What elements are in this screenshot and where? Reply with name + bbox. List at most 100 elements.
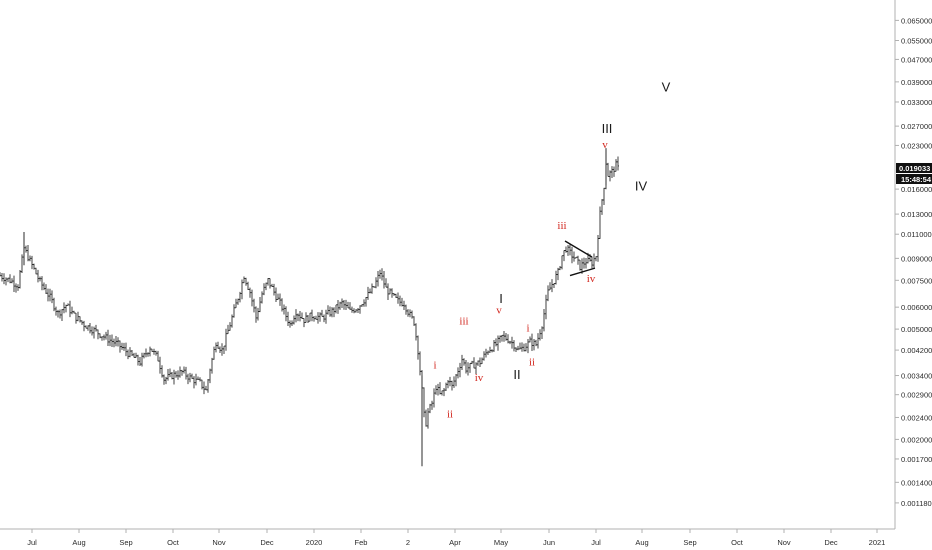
ohlc-bar: [203, 381, 205, 395]
ohlc-bar: [301, 312, 303, 320]
ohlc-bar: [171, 371, 173, 380]
ohlc-bar: [343, 299, 345, 310]
y-tick-label: 0.009000: [901, 254, 932, 263]
ohlc-bar: [601, 199, 603, 215]
y-axis-ticks[interactable]: 0.065000 0.055000 0.047000 0.039000 0.033000…: [895, 16, 932, 508]
ohlc-bar: [93, 326, 95, 339]
ohlc-bar: [593, 253, 595, 268]
ohlc-bar: [381, 268, 383, 281]
ohlc-bar: [235, 298, 237, 309]
ohlc-bar: [83, 320, 85, 332]
x-tick-label: Oct: [167, 538, 180, 547]
ohlc-bar: [279, 293, 281, 306]
ohlc-bar: [525, 343, 527, 352]
ohlc-bar: [461, 354, 463, 371]
ohlc-bar: [469, 362, 471, 373]
ohlc-bar: [507, 334, 509, 344]
ohlc-bar: [123, 342, 125, 351]
triangle-pattern: [564, 240, 596, 277]
ohlc-bar: [237, 298, 239, 305]
wave-label-minor: iv: [475, 372, 484, 384]
ohlc-bar: [465, 360, 467, 374]
ohlc-bar: [91, 326, 93, 336]
ohlc-bar: [603, 187, 605, 206]
triangle-lower-line: [569, 267, 596, 277]
ohlc-bar: [117, 337, 119, 347]
ohlc-bar: [269, 278, 271, 289]
ohlc-bar: [159, 356, 161, 374]
ohlc-bar: [155, 350, 157, 356]
ohlc-bar: [21, 254, 23, 274]
ohlc-bar: [175, 371, 177, 378]
ohlc-bar: [339, 301, 341, 310]
ohlc-bar: [143, 352, 145, 359]
ohlc-bar: [355, 309, 357, 313]
ohlc-bar: [267, 278, 269, 286]
ohlc-bar: [351, 306, 353, 313]
ohlc-bar: [99, 333, 101, 339]
ohlc-bar: [109, 334, 111, 347]
ohlc-bar: [211, 357, 213, 374]
ohlc-bar: [451, 380, 453, 391]
x-axis-ticks[interactable]: Jul Aug Sep Oct Nov Dec 2020 Feb 2 Apr May Jun Jul Au…: [27, 529, 885, 547]
ohlc-bar: [531, 333, 533, 351]
ohlc-bar: [385, 278, 387, 288]
ohlc-bar: [425, 409, 427, 427]
ohlc-bar: [591, 256, 593, 269]
ohlc-bar: [97, 329, 99, 340]
ohlc-bar: [537, 333, 539, 349]
y-tick-label: 0.002900: [901, 391, 932, 400]
x-tick-label: Oct: [731, 538, 744, 547]
wave-label-minor: v: [496, 304, 502, 316]
ohlc-bar: [581, 258, 583, 274]
ohlc-bar: [111, 334, 113, 348]
ohlc-bar: [565, 246, 567, 253]
wave-label-minor: iv: [587, 273, 596, 285]
ohlc-bar: [257, 307, 259, 321]
ohlc-bar: [613, 166, 615, 177]
triangle-upper-line: [564, 240, 593, 258]
ohlc-bar: [25, 245, 27, 253]
ohlc-bar: [563, 250, 565, 262]
ohlc-bar: [133, 352, 135, 358]
ohlc-bar: [329, 306, 331, 317]
ohlc-bar: [221, 343, 223, 356]
x-tick-label: Nov: [212, 538, 226, 547]
ohlc-bar: [147, 352, 149, 357]
ohlc-bar: [233, 304, 235, 318]
y-tick-label: 0.002000: [901, 435, 932, 444]
y-tick-label: 0.001700: [901, 455, 932, 464]
ohlc-bar: [185, 366, 187, 380]
ohlc-bar: [523, 343, 525, 352]
ohlc-bar: [273, 283, 275, 296]
ohlc-bar: [283, 304, 285, 315]
y-tick-label: 0.011000: [901, 230, 932, 239]
ohlc-bar: [443, 387, 445, 397]
ohlc-bar: [501, 334, 503, 342]
ohlc-bar: [573, 251, 575, 262]
ohlc-bar: [347, 301, 349, 309]
y-tick-label: 0.016000: [901, 185, 932, 194]
ohlc-bar: [243, 276, 245, 284]
ohlc-bar: [333, 307, 335, 318]
ohlc-bar: [285, 306, 287, 322]
ohlc-bar: [411, 310, 413, 319]
wave-label-minor: iii: [459, 315, 468, 327]
ohlc-bar: [307, 315, 309, 323]
ohlc-bar: [599, 206, 601, 239]
wave-label-major: III: [602, 121, 613, 136]
ohlc-bar: [309, 312, 311, 322]
y-tick-label: 0.006000: [901, 303, 932, 312]
ohlc-bar: [617, 156, 619, 171]
ohlc-bar: [393, 293, 395, 296]
ohlc-bar: [277, 293, 279, 300]
ohlc-bar: [489, 346, 491, 353]
ohlc-bar: [297, 313, 299, 322]
ohlc-bar: [535, 339, 537, 347]
ohlc-bar: [595, 256, 597, 262]
ohlc-bar: [167, 368, 169, 381]
x-tick-label: Dec: [260, 538, 274, 547]
ohlc-bar: [499, 335, 501, 343]
y-tick-label: 0.002400: [901, 413, 932, 422]
